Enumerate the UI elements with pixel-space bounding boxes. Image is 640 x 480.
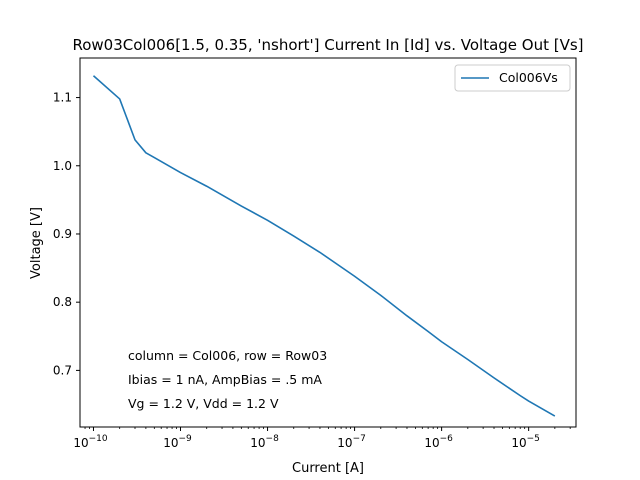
x-tick-label: 10−9: [163, 434, 192, 450]
annotation-layer: column = Col006, row = Row03 Ibias = 1 nA…: [128, 348, 327, 411]
annotation-line: column = Col006, row = Row03: [128, 348, 327, 363]
annotation-line: Vg = 1.2 V, Vdd = 1.2 V: [128, 396, 279, 411]
plot-area: [80, 58, 576, 427]
y-tick-label: 0.7: [53, 363, 72, 377]
legend-label: Col006Vs: [499, 70, 558, 85]
x-tick-label: 10−6: [424, 434, 453, 450]
y-tick-label: 0.9: [53, 227, 72, 241]
legend-box: [454, 64, 571, 92]
plot-layer: [92, 75, 556, 417]
chart-title: Row03Col006[1.5, 0.35, 'nshort'] Current…: [72, 36, 583, 54]
x-tick-label: 10−8: [250, 434, 279, 450]
x-tick-label: 10−5: [511, 434, 540, 450]
y-tick-label: 1.1: [53, 91, 72, 105]
series-line-col006vs: [92, 75, 556, 417]
x-axis-label: Current [A]: [292, 461, 364, 476]
y-tick-label: 1.0: [53, 159, 72, 173]
y-axis-label: Voltage [V]: [29, 207, 44, 279]
x-tick-label: 10−10: [73, 434, 108, 450]
y-tick-label: 0.8: [53, 295, 72, 309]
ticks-layer: 10−10 10−9 10−8 10−7 10−6 10−5 0.7 0.8 0.9 1.0 1.1: [53, 91, 571, 450]
legend: Col006Vs: [454, 64, 571, 92]
x-tick-label: 10−7: [337, 434, 366, 450]
annotation-line: Ibias = 1 nA, AmpBias = .5 mA: [128, 372, 322, 387]
